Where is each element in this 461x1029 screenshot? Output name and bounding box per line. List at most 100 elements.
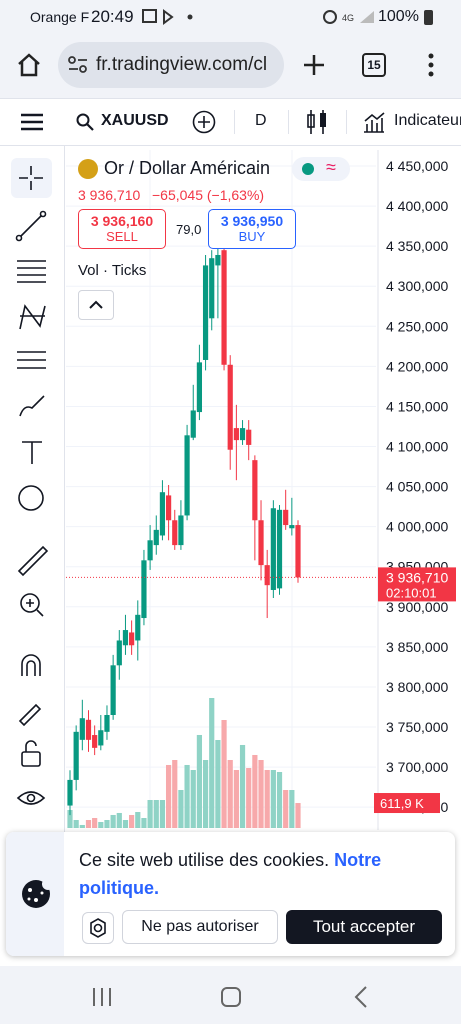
candle-body (233, 428, 239, 441)
interval[interactable]: D (255, 112, 267, 129)
volume-bar (270, 770, 276, 828)
buy-label: BUY (238, 229, 266, 244)
back-button[interactable] (354, 986, 367, 1008)
volume-bar (184, 764, 190, 828)
price-change: −65,045 (−1,63%) (152, 187, 265, 203)
buy-price: 3 936,950 (220, 213, 284, 229)
accept-button[interactable]: Tout accepter (286, 910, 442, 944)
cookie-icon (22, 878, 52, 908)
candle-body (283, 509, 289, 526)
volume-bar (233, 770, 239, 828)
candle-body (104, 715, 110, 732)
visibility-tool[interactable] (16, 791, 46, 805)
candle-body (270, 508, 276, 590)
home-button[interactable] (16, 52, 42, 78)
chart-legend: Or / Dollar Américain ≈ 3 936,710 −65,04… (78, 157, 378, 327)
candle-body (221, 250, 227, 365)
magnet-tool[interactable] (21, 654, 41, 676)
candle-body (172, 520, 178, 546)
prediction-tool[interactable] (17, 351, 46, 369)
volume-bar (73, 820, 79, 828)
last-price: 3 936,710 (78, 187, 141, 203)
signal-icons: 4G (323, 10, 374, 24)
candle-body (196, 362, 203, 413)
cookie-message: Ce site web utilise des cookies. Notre p… (79, 846, 439, 902)
candle-body (252, 460, 258, 521)
market-status: ≈ (292, 157, 350, 181)
volume-bar (159, 800, 166, 828)
candle-body (147, 540, 153, 561)
drawing-tools (11, 158, 52, 805)
cookie-icon-bg (6, 832, 64, 956)
y-tick-label: 4 400,000 (386, 198, 448, 214)
market-open-dot (302, 163, 314, 175)
compare-button[interactable] (192, 110, 216, 134)
site-settings-icon (68, 56, 87, 73)
zoom-tool[interactable] (20, 593, 40, 613)
deny-button[interactable]: Ne pas autoriser (122, 910, 278, 944)
hamburger[interactable] (20, 112, 44, 132)
emoji-tool[interactable] (18, 485, 44, 511)
volume-bar (178, 790, 184, 828)
volume-bar (252, 754, 258, 828)
y-tick-label: 3 750,000 (386, 719, 448, 735)
candle-body (165, 495, 172, 521)
chart-type-button[interactable] (306, 108, 328, 136)
home-nav-button[interactable] (221, 987, 241, 1007)
divider (234, 110, 235, 134)
volume-label: 611,9 K (380, 796, 424, 811)
collapse-legend[interactable] (78, 290, 114, 320)
y-tick-label: 4 300,000 (386, 278, 448, 294)
y-tick-label: 4 100,000 (386, 439, 448, 455)
volume-bar (221, 720, 227, 828)
candle-body (289, 525, 295, 529)
lock-tool[interactable] (21, 751, 41, 767)
last-price-box (378, 567, 456, 602)
cookie-policy-link[interactable]: Notre politique. (79, 850, 382, 898)
candle-body (92, 735, 98, 748)
tab-count[interactable]: 15 (362, 53, 386, 77)
indicators[interactable]: Indicateurs (394, 112, 461, 129)
text-tool[interactable] (22, 441, 42, 464)
fib-tool[interactable] (17, 260, 46, 283)
divider (346, 110, 347, 134)
candle-body (184, 435, 190, 516)
volume-bar (129, 814, 135, 828)
volume-bar (190, 770, 196, 828)
candle-body (141, 560, 147, 619)
volume-bar (295, 803, 301, 828)
trend-line-tool[interactable] (18, 213, 44, 239)
pattern-tool[interactable] (19, 304, 46, 330)
candle-body (202, 265, 209, 360)
volume-bar (209, 698, 215, 828)
volume-bar (67, 810, 73, 828)
crosshair-tool[interactable] (19, 166, 43, 190)
y-tick-label: 3 800,000 (386, 679, 448, 695)
measure-tool[interactable] (17, 545, 49, 577)
cookie-settings[interactable] (82, 912, 114, 944)
symbol[interactable]: XAUUSD (101, 112, 169, 129)
y-tick-label: 3 700,000 (386, 759, 448, 775)
sell-button[interactable]: 3 936,160 SELL (78, 209, 166, 249)
menu-button[interactable] (426, 52, 436, 78)
divider (288, 110, 289, 134)
buy-button[interactable]: 3 936,950 BUY (208, 209, 296, 249)
volume-bar (104, 820, 110, 828)
recents-button[interactable] (93, 988, 111, 1006)
symbol-title: Or / Dollar Américain (104, 158, 271, 178)
candle-body (73, 731, 79, 780)
countdown-label: 02:10:01 (386, 585, 437, 600)
url: fr.tradingview.com/cl (96, 54, 268, 75)
volume-bar (202, 760, 209, 828)
y-tick-label: 4 350,000 (386, 238, 448, 254)
lock-draw-tool[interactable] (18, 703, 42, 727)
brush-tool[interactable] (19, 395, 45, 417)
drawing-toolbar (0, 146, 65, 832)
new-tab-button[interactable] (302, 53, 326, 77)
candle-body (110, 665, 116, 715)
status-bar: Orange F 20:49 4G 100% (0, 0, 461, 34)
volume-bar (246, 768, 252, 828)
url-field[interactable]: fr.tradingview.com/cl (58, 42, 284, 88)
candle-body (98, 730, 104, 746)
